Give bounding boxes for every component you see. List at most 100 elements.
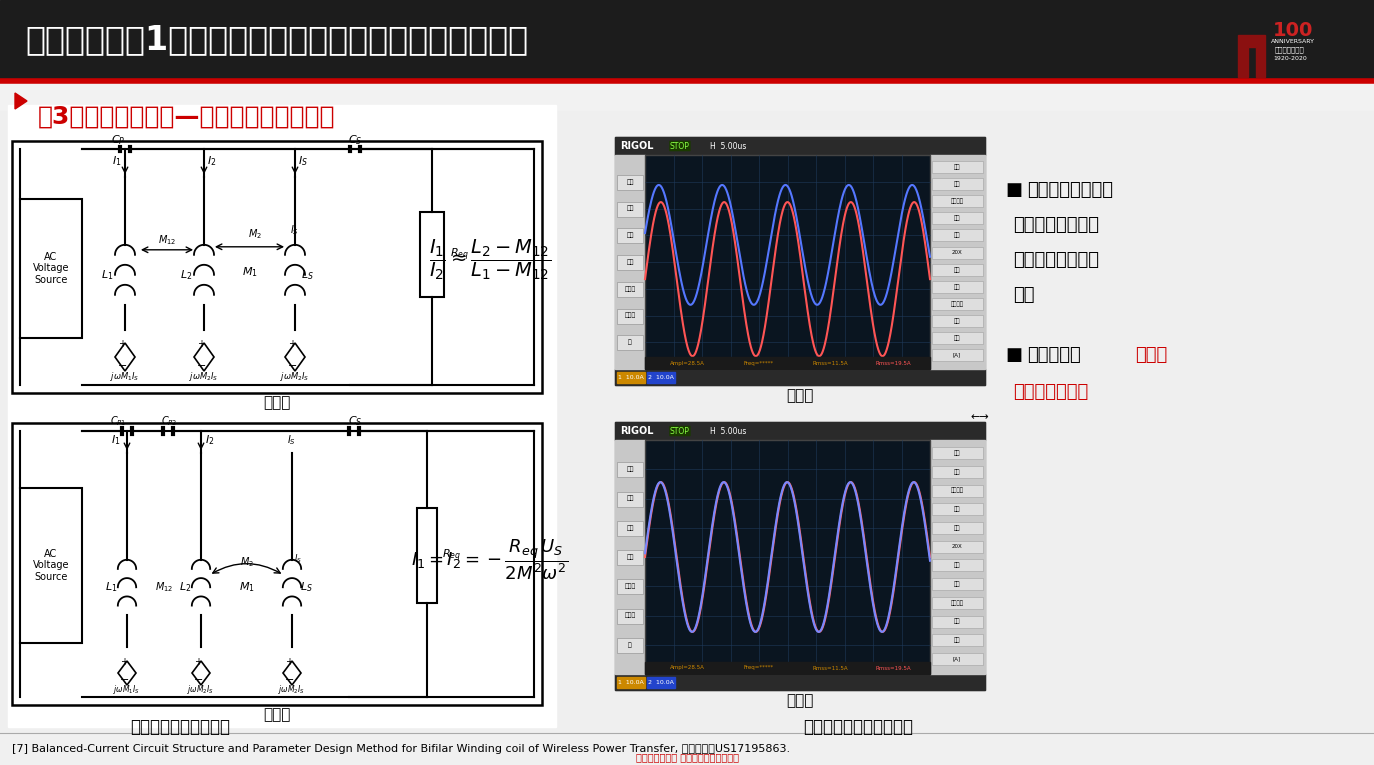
Text: 带宽限制: 带宽限制 bbox=[951, 488, 963, 493]
Text: 1  10.0A: 1 10.0A bbox=[618, 375, 644, 379]
Text: AC
Voltage
Source: AC Voltage Source bbox=[33, 549, 69, 582]
Text: 耦合: 耦合 bbox=[954, 164, 960, 170]
Text: 哈尔滨工业大学: 哈尔滨工业大学 bbox=[1275, 47, 1305, 54]
Text: [7] Balanced-Current Circuit Structure and Parameter Design Method for Bifilar W: [7] Balanced-Current Circuit Structure a… bbox=[12, 744, 790, 754]
Text: 幅度档位: 幅度档位 bbox=[951, 600, 963, 606]
Text: 直流: 直流 bbox=[954, 469, 960, 474]
Text: Freq=*****: Freq=***** bbox=[743, 666, 774, 670]
Text: 耦合: 耦合 bbox=[954, 451, 960, 456]
Bar bbox=[617, 677, 644, 688]
Bar bbox=[617, 282, 643, 297]
Text: −: − bbox=[120, 675, 129, 685]
Text: 直流: 直流 bbox=[954, 181, 960, 187]
Text: （3）磁场仿真分析—线圈结构及参数优化: （3）磁场仿真分析—线圈结构及参数优化 bbox=[38, 105, 335, 129]
Text: +: + bbox=[120, 657, 128, 667]
Bar bbox=[932, 653, 982, 665]
Bar bbox=[617, 372, 644, 383]
Text: H  5.00us: H 5.00us bbox=[710, 142, 746, 151]
Text: $M_2$: $M_2$ bbox=[239, 555, 253, 569]
Text: STOP: STOP bbox=[671, 142, 690, 151]
Text: 粗调: 粗调 bbox=[954, 318, 960, 324]
Text: 20X: 20X bbox=[952, 544, 962, 549]
Text: −: − bbox=[118, 361, 128, 371]
Text: $R_{eq}$: $R_{eq}$ bbox=[451, 246, 469, 262]
Bar bbox=[932, 466, 982, 478]
Bar bbox=[932, 213, 982, 224]
Bar bbox=[21, 488, 82, 643]
Text: $L_1$: $L_1$ bbox=[104, 581, 117, 594]
Bar bbox=[932, 597, 982, 609]
Bar bbox=[932, 246, 982, 259]
Text: $M_{12}$: $M_{12}$ bbox=[155, 580, 173, 594]
Bar bbox=[932, 315, 982, 327]
Text: $I_1$: $I_1$ bbox=[111, 433, 121, 447]
Text: 导致双股线圈电流: 导致双股线圈电流 bbox=[1013, 251, 1099, 269]
Text: 探头: 探头 bbox=[954, 233, 960, 238]
Text: $j\omega M_1I_S$: $j\omega M_1I_S$ bbox=[114, 683, 140, 696]
Bar bbox=[416, 508, 437, 604]
Text: [A]: [A] bbox=[954, 656, 960, 662]
Text: Ampl=28.5A: Ampl=28.5A bbox=[671, 360, 705, 366]
Text: 低值: 低值 bbox=[627, 259, 633, 265]
Bar bbox=[932, 350, 982, 361]
Bar bbox=[932, 522, 982, 534]
Bar bbox=[932, 264, 982, 275]
Bar bbox=[617, 462, 643, 477]
Bar bbox=[932, 634, 982, 646]
Text: 单位: 单位 bbox=[954, 335, 960, 341]
Text: 20X: 20X bbox=[952, 250, 962, 255]
Bar bbox=[932, 195, 982, 207]
Text: $L_2$: $L_2$ bbox=[180, 268, 192, 282]
Text: $I_1 = I_2 = -\dfrac{R_{eq}\,U_S}{2M^2\omega^2}$: $I_1 = I_2 = -\dfrac{R_{eq}\,U_S}{2M^2\o… bbox=[411, 538, 569, 582]
Text: −: − bbox=[289, 361, 297, 371]
Text: $M_1$: $M_1$ bbox=[242, 265, 257, 278]
Text: $I_2$: $I_2$ bbox=[205, 433, 214, 447]
Text: STOP: STOP bbox=[671, 427, 690, 435]
Bar bbox=[12, 141, 541, 393]
Text: 配谐前: 配谐前 bbox=[264, 395, 291, 410]
Text: 1  10.0A: 1 10.0A bbox=[618, 679, 644, 685]
Bar bbox=[932, 578, 982, 590]
Bar bbox=[932, 616, 982, 627]
Bar bbox=[616, 137, 985, 385]
Text: Rmss=11.5A: Rmss=11.5A bbox=[812, 360, 848, 366]
Text: 100: 100 bbox=[1272, 21, 1314, 40]
Bar bbox=[644, 662, 930, 674]
Bar bbox=[644, 357, 930, 369]
Text: 1920-2020: 1920-2020 bbox=[1274, 56, 1307, 60]
Text: 二、研究要点1：电磁热机多物理场一体化耦合机构设计: 二、研究要点1：电磁热机多物理场一体化耦合机构设计 bbox=[25, 24, 528, 57]
Text: [A]: [A] bbox=[954, 353, 960, 358]
Text: 关闭: 关闭 bbox=[954, 216, 960, 221]
Text: $M_2$: $M_2$ bbox=[247, 226, 261, 241]
Text: 不等: 不等 bbox=[1013, 286, 1035, 304]
Bar bbox=[617, 521, 643, 536]
Bar bbox=[12, 423, 541, 705]
Text: 单位: 单位 bbox=[954, 637, 960, 643]
Text: $M_{12}$: $M_{12}$ bbox=[158, 233, 176, 246]
Text: Rmss=19.5A: Rmss=19.5A bbox=[875, 360, 911, 366]
Bar bbox=[930, 155, 985, 369]
Text: $j\omega M_2I_S$: $j\omega M_2I_S$ bbox=[280, 370, 309, 383]
Bar bbox=[0, 0, 1374, 80]
Bar bbox=[932, 447, 982, 459]
Bar bbox=[0, 733, 1374, 765]
Bar bbox=[616, 674, 985, 690]
Bar bbox=[616, 440, 644, 674]
Text: $I_1$: $I_1$ bbox=[113, 154, 121, 168]
Text: 幅度档位: 幅度档位 bbox=[951, 301, 963, 307]
Bar bbox=[617, 608, 643, 623]
Bar bbox=[617, 174, 643, 190]
Bar bbox=[8, 105, 556, 727]
Bar bbox=[617, 201, 643, 216]
Bar bbox=[617, 335, 643, 350]
Text: 配谐后: 配谐后 bbox=[264, 707, 291, 722]
Bar bbox=[616, 422, 985, 690]
Text: $I_S$: $I_S$ bbox=[290, 223, 300, 236]
Text: 及存在交叉耦合，: 及存在交叉耦合， bbox=[1013, 216, 1099, 234]
Text: 中值: 中值 bbox=[627, 233, 633, 238]
Text: $j\omega M_1I_S$: $j\omega M_1I_S$ bbox=[110, 370, 140, 383]
Text: $I_S$: $I_S$ bbox=[287, 433, 295, 447]
Text: $C_P$: $C_P$ bbox=[111, 133, 125, 147]
Text: −: − bbox=[284, 675, 294, 685]
Text: 反相: 反相 bbox=[954, 267, 960, 272]
